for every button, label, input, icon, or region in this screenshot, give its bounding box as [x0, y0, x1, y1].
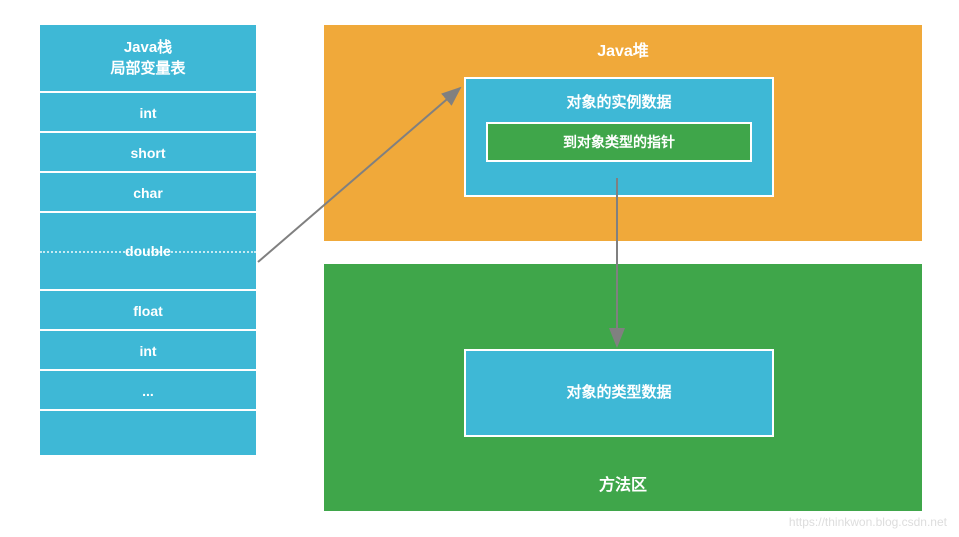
- stack-cell-float: float: [40, 291, 256, 331]
- stack-cell-short: short: [40, 133, 256, 173]
- stack-title-line2: 局部变量表: [40, 58, 256, 79]
- stack-cell-double-label: double: [40, 232, 256, 270]
- stack-cell-int2: int: [40, 331, 256, 371]
- java-heap-box: Java堆 对象的实例数据 到对象类型的指针: [322, 23, 924, 243]
- stack-cell-int: int: [40, 93, 256, 133]
- watermark-text: https://thinkwon.blog.csdn.net: [789, 515, 947, 529]
- heap-title: Java堆: [324, 37, 922, 61]
- stack-filler: [40, 411, 256, 455]
- stack-cell-char: char: [40, 173, 256, 213]
- method-area-title: 方法区: [324, 471, 922, 495]
- stack-header: Java栈 局部变量表: [40, 25, 256, 93]
- stack-cell-double: double: [40, 213, 256, 291]
- instance-data-title: 对象的实例数据: [466, 79, 772, 122]
- stack-cell-ellipsis: ...: [40, 371, 256, 411]
- method-area-box: 对象的类型数据 方法区: [322, 262, 924, 513]
- type-pointer-box: 到对象类型的指针: [486, 122, 752, 162]
- java-stack-box: Java栈 局部变量表 int short char double float …: [38, 23, 258, 513]
- type-data-box: 对象的类型数据: [464, 349, 774, 437]
- stack-title-line1: Java栈: [40, 37, 256, 58]
- instance-data-box: 对象的实例数据 到对象类型的指针: [464, 77, 774, 197]
